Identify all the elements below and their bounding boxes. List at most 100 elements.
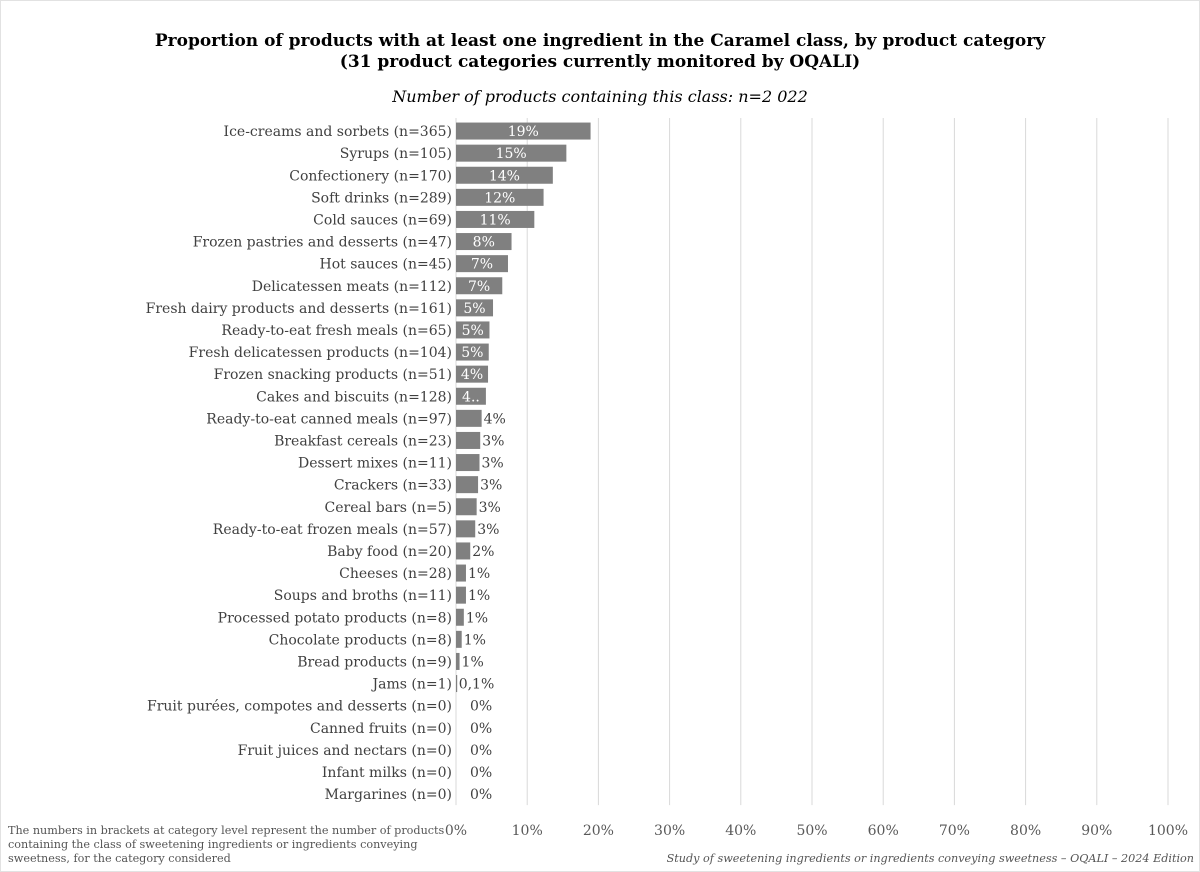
bar xyxy=(456,409,482,427)
bar xyxy=(456,277,503,295)
x-tick-label: 50% xyxy=(796,823,827,839)
category-label: Crackers (n=33) xyxy=(334,478,452,494)
bar xyxy=(456,608,464,626)
category-label: Bread products (n=9) xyxy=(297,654,452,670)
x-tick-label: 100% xyxy=(1148,823,1188,839)
category-label: Processed potato products (n=8) xyxy=(218,610,452,626)
data-label: 5% xyxy=(463,301,485,317)
data-label: 19% xyxy=(508,124,539,140)
category-label: Ice-creams and sorbets (n=365) xyxy=(224,124,452,140)
data-label: 3% xyxy=(480,478,502,494)
bar xyxy=(456,321,490,339)
data-label: 1% xyxy=(464,632,486,648)
category-label: Cereal bars (n=5) xyxy=(325,500,452,516)
category-label: Hot sauces (n=45) xyxy=(319,257,452,273)
bar xyxy=(456,299,494,317)
category-label: Canned fruits (n=0) xyxy=(310,721,452,737)
chart-footnote: The numbers in brackets at category leve… xyxy=(8,824,445,865)
data-label: 14% xyxy=(489,168,520,184)
chart-source: Study of sweetening ingredients or ingre… xyxy=(666,852,1194,865)
data-label: 4% xyxy=(484,411,506,427)
x-tick-label: 40% xyxy=(725,823,756,839)
bar xyxy=(456,122,591,140)
bar xyxy=(456,454,480,472)
category-label: Margarines (n=0) xyxy=(325,787,452,803)
x-tick-label: 10% xyxy=(512,823,543,839)
data-label: 15% xyxy=(496,146,527,162)
data-label: 3% xyxy=(479,500,501,516)
data-label: 0% xyxy=(470,787,492,803)
category-label: Soft drinks (n=289) xyxy=(311,190,452,206)
chart-title-line-1: Proportion of products with at least one… xyxy=(154,31,1046,51)
bar xyxy=(456,476,479,494)
bar xyxy=(456,144,567,162)
x-tick-label: 60% xyxy=(868,823,899,839)
bar xyxy=(456,520,476,538)
category-label: Dessert mixes (n=11) xyxy=(298,456,452,472)
data-label: 5% xyxy=(461,345,483,361)
x-tick-label: 20% xyxy=(583,823,614,839)
data-label: 1% xyxy=(466,610,488,626)
data-label: 0% xyxy=(470,721,492,737)
category-label: Fresh delicatessen products (n=104) xyxy=(189,345,452,361)
category-label: Jams (n=1) xyxy=(371,677,452,693)
chart-subtitle: Number of products containing this class… xyxy=(392,87,808,106)
bar xyxy=(456,210,535,228)
x-tick-label: 90% xyxy=(1081,823,1112,839)
bar xyxy=(456,630,462,648)
bar xyxy=(456,675,458,693)
bar xyxy=(456,343,489,361)
category-label: Infant milks (n=0) xyxy=(322,765,452,781)
data-label: 4% xyxy=(461,367,483,383)
data-label: 5% xyxy=(462,323,484,339)
data-label: 2% xyxy=(472,544,494,560)
data-label: 3% xyxy=(477,522,499,538)
category-label: Breakfast cereals (n=23) xyxy=(274,433,452,449)
data-label: 0% xyxy=(470,743,492,759)
bar xyxy=(456,233,512,251)
data-label: 0,1% xyxy=(459,677,495,693)
bar xyxy=(456,652,460,670)
data-label: 0% xyxy=(470,699,492,715)
category-label: Frozen pastries and desserts (n=47) xyxy=(193,235,452,251)
category-label: Cakes and biscuits (n=128) xyxy=(256,389,452,405)
x-tick-label: 70% xyxy=(939,823,970,839)
x-tick-label: 0% xyxy=(445,823,467,839)
data-label: 4.. xyxy=(462,389,480,405)
category-label: Cheeses (n=28) xyxy=(339,566,452,582)
bar xyxy=(456,431,481,449)
bar xyxy=(456,564,466,582)
data-label: 1% xyxy=(468,588,490,604)
bar xyxy=(456,188,544,206)
category-label: Delicatessen meats (n=112) xyxy=(252,279,452,295)
data-label: 7% xyxy=(468,279,490,295)
data-label: 3% xyxy=(481,456,503,472)
category-label: Fresh dairy products and desserts (n=161… xyxy=(146,301,452,317)
category-label: Fruit purées, compotes and desserts (n=0… xyxy=(147,699,452,715)
category-label: Ready-to-eat frozen meals (n=57) xyxy=(213,522,452,538)
bar xyxy=(456,166,553,184)
x-tick-label: 80% xyxy=(1010,823,1041,839)
category-label: Ready-to-eat canned meals (n=97) xyxy=(206,411,452,427)
chart-title-line-2: (31 product categories currently monitor… xyxy=(339,52,861,72)
data-label: 1% xyxy=(462,654,484,670)
x-tick-label: 30% xyxy=(654,823,685,839)
category-label: Soups and broths (n=11) xyxy=(274,588,452,604)
bar xyxy=(456,365,489,383)
data-label: 7% xyxy=(471,257,493,273)
data-label: 3% xyxy=(482,433,504,449)
category-label: Ready-to-eat fresh meals (n=65) xyxy=(221,323,452,339)
category-label: Syrups (n=105) xyxy=(340,146,452,162)
bar xyxy=(456,255,508,273)
category-label: Cold sauces (n=69) xyxy=(313,212,452,228)
data-label: 8% xyxy=(473,235,495,251)
category-label: Fruit juices and nectars (n=0) xyxy=(238,743,452,759)
bar xyxy=(456,586,466,604)
category-label: Baby food (n=20) xyxy=(327,544,452,560)
category-label: Chocolate products (n=8) xyxy=(269,632,452,648)
bar xyxy=(456,542,471,560)
bar xyxy=(456,387,486,405)
data-label: 0% xyxy=(470,765,492,781)
bar xyxy=(456,498,477,516)
